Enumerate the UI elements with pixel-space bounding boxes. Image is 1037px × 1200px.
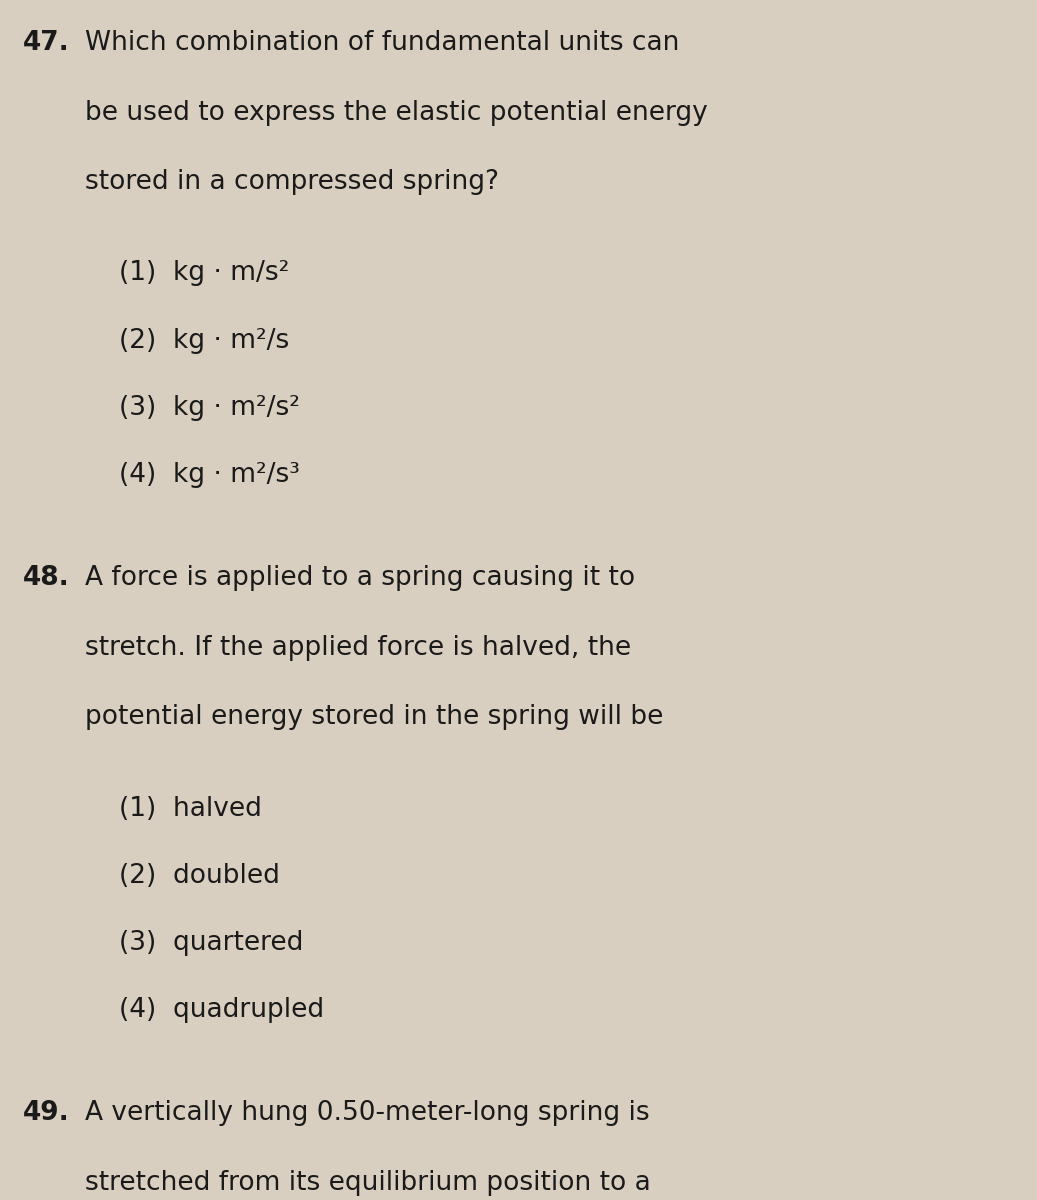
Text: (1)  halved: (1) halved	[119, 796, 262, 822]
Text: stretched from its equilibrium position to a: stretched from its equilibrium position …	[85, 1170, 651, 1196]
Text: (2)  kg · m²/s: (2) kg · m²/s	[119, 328, 289, 354]
Text: (2)  doubled: (2) doubled	[119, 863, 280, 889]
Text: stored in a compressed spring?: stored in a compressed spring?	[85, 169, 499, 196]
Text: Which combination of fundamental units can: Which combination of fundamental units c…	[85, 30, 679, 56]
Text: (3)  kg · m²/s²: (3) kg · m²/s²	[119, 395, 300, 421]
Text: be used to express the elastic potential energy: be used to express the elastic potential…	[85, 100, 708, 126]
Text: (4)  quadrupled: (4) quadrupled	[119, 997, 325, 1024]
Text: potential energy stored in the spring will be: potential energy stored in the spring wi…	[85, 704, 664, 731]
Text: stretch. If the applied force is halved, the: stretch. If the applied force is halved,…	[85, 635, 632, 661]
Text: (4)  kg · m²/s³: (4) kg · m²/s³	[119, 462, 300, 488]
Text: (3)  quartered: (3) quartered	[119, 930, 304, 956]
Text: A vertically hung 0.50-meter-long spring is: A vertically hung 0.50-meter-long spring…	[85, 1100, 649, 1127]
Text: 49.: 49.	[23, 1100, 69, 1127]
Text: 48.: 48.	[23, 565, 69, 592]
Text: 47.: 47.	[23, 30, 69, 56]
Text: (1)  kg · m/s²: (1) kg · m/s²	[119, 260, 289, 287]
Text: A force is applied to a spring causing it to: A force is applied to a spring causing i…	[85, 565, 635, 592]
